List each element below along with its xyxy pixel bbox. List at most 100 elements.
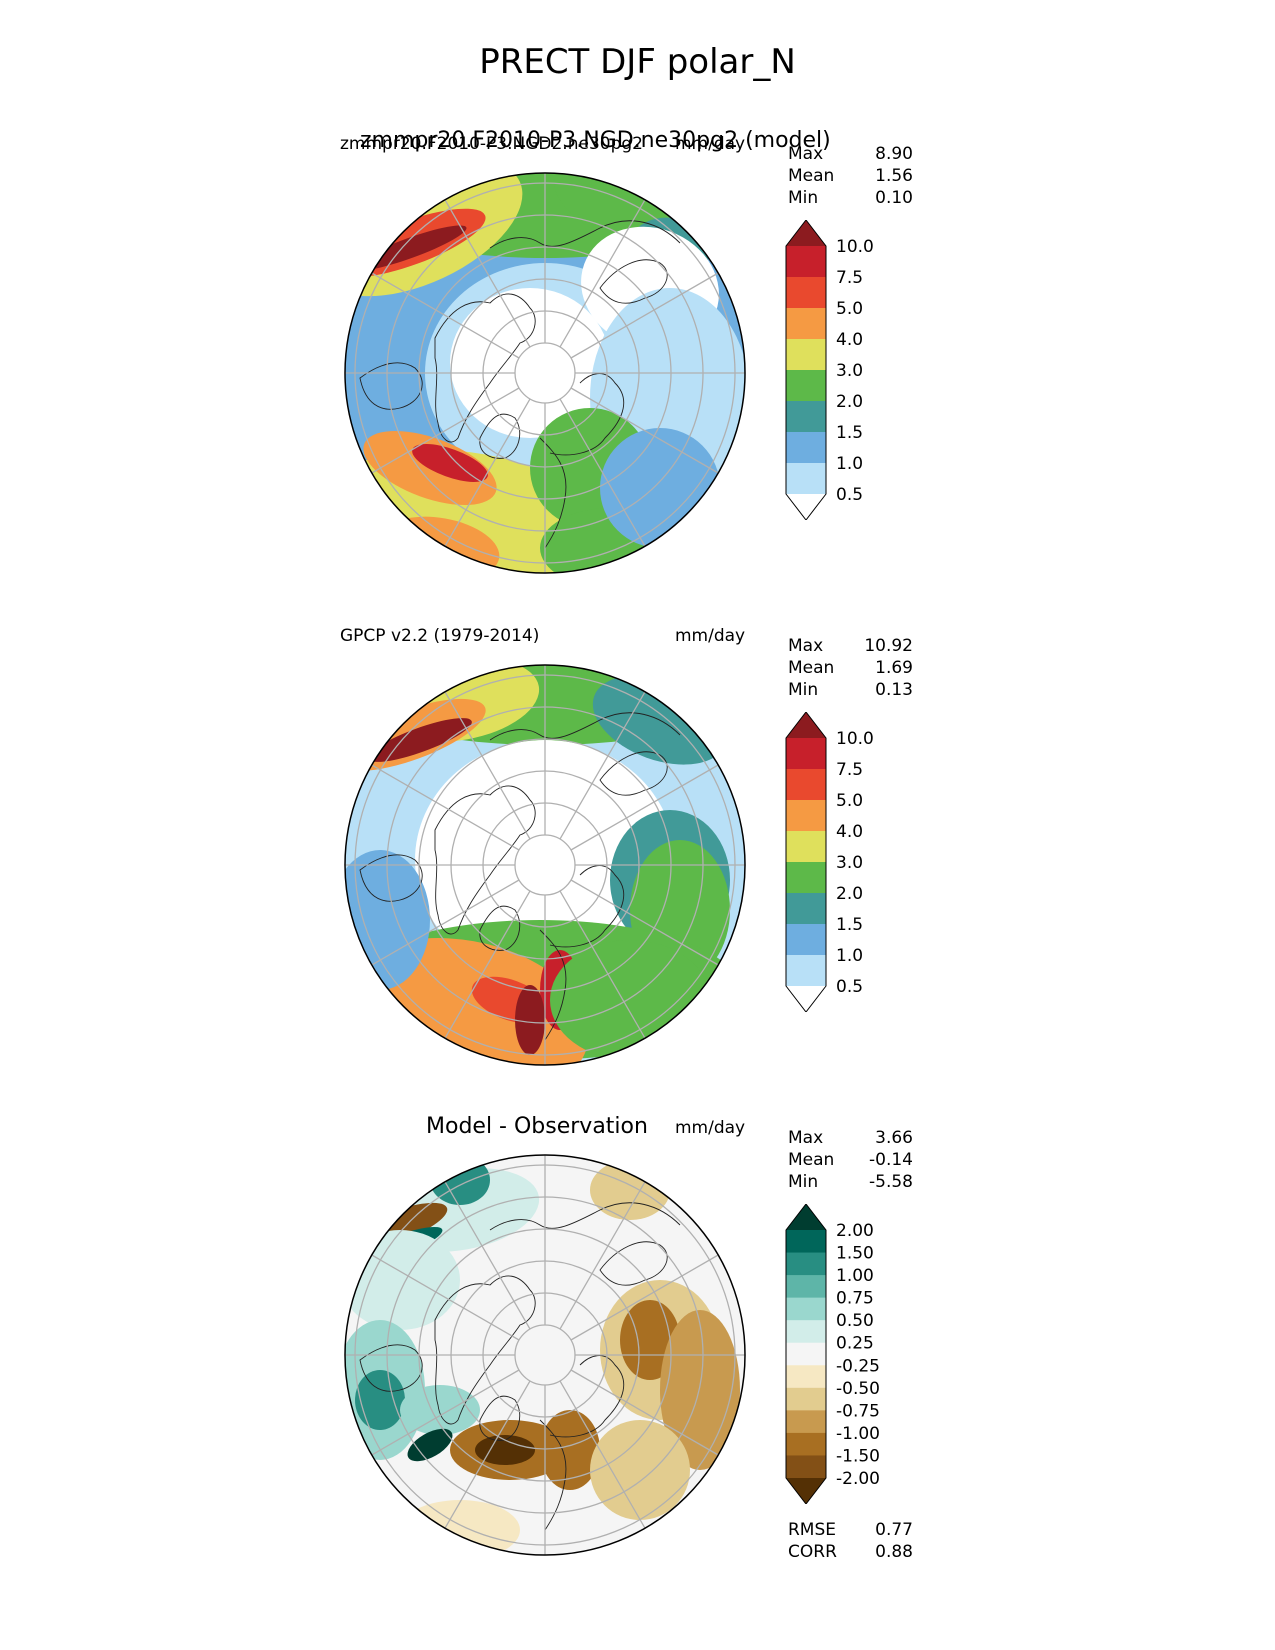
colorbar-segment (786, 1230, 826, 1254)
colorbar-tick-label: 3.0 (836, 853, 863, 873)
colorbar-bottom-extension (786, 494, 826, 520)
colorbar-segment (786, 1342, 826, 1366)
panel2-max-value: 10.92 (864, 636, 913, 656)
panel2-max-label: Max (788, 636, 824, 656)
panel1-units: mm/day (675, 134, 746, 154)
colorbar-segment (786, 1320, 826, 1344)
panel2-colorbar: 10.0 7.5 5.0 4.0 3.0 2.0 1.5 1.0 0.5 (785, 712, 874, 1012)
panel2-min-value: 0.13 (875, 680, 913, 700)
colorbar-outline (785, 712, 827, 1012)
panel1-mean-value: 1.56 (875, 166, 913, 186)
panel3-polar-map (344, 1154, 746, 1556)
field-region (475, 1435, 535, 1465)
colorbar-segment (786, 463, 826, 495)
colorbar-segment (786, 308, 826, 340)
graticule (345, 173, 745, 573)
panel2-units: mm/day (675, 626, 746, 646)
map-boundary (344, 1154, 746, 1556)
colorbar-segment (786, 1432, 826, 1456)
field-region (415, 740, 675, 980)
panel3-corr-label: CORR (788, 1542, 837, 1562)
colorbar-bottom-extension (786, 1478, 826, 1504)
colorbar-segment (786, 277, 826, 309)
colorbar-tick-label: 2.0 (836, 392, 863, 412)
panel1-mean-label: Mean (788, 166, 835, 186)
panel3-title: Model - Observation (426, 1114, 648, 1139)
coastlines (359, 712, 681, 1041)
colorbar-segment (786, 246, 826, 278)
panel2-left-label: GPCP v2.2 (1979-2014) (340, 626, 540, 646)
panel3-max-label: Max (788, 1128, 824, 1148)
colorbar-segment (786, 370, 826, 402)
coastlines (359, 1202, 681, 1531)
colorbar-tick-label: 4.0 (836, 330, 863, 350)
colorbar-tick-label: 7.5 (836, 268, 863, 288)
colorbar-segment (786, 800, 826, 832)
colorbar-tick-label: 0.75 (836, 1289, 874, 1309)
figure-title: PRECT DJF polar_N (479, 42, 796, 82)
field-region (450, 288, 610, 438)
panel3-max-value: 3.66 (875, 1128, 913, 1148)
colorbar-tick-label: -0.25 (836, 1356, 880, 1376)
panel1-max-value: 8.90 (875, 144, 913, 164)
colorbar-segment (786, 432, 826, 464)
panel3-colorbar: 2.00 1.501.00 0.750.50 0.25-0.25 -0.50-0.75 -… (785, 1204, 880, 1504)
panel3-min-value: -5.58 (869, 1172, 913, 1192)
field-region (600, 428, 720, 548)
field-region (345, 1230, 460, 1330)
panel1-max-label: Max (788, 144, 824, 164)
colorbar-segment (786, 738, 826, 770)
panel1-min-label: Min (788, 188, 819, 208)
colorbar-top-extension (786, 1204, 826, 1230)
colorbar-tick-label: -1.00 (836, 1424, 880, 1444)
field-region (353, 225, 467, 271)
panel2-polar-map (344, 664, 746, 1066)
panel3-min-label: Min (788, 1172, 819, 1192)
colorbar-outline (785, 220, 827, 520)
panel1-polar-map (344, 172, 746, 574)
panel1-min-value: 0.10 (875, 188, 913, 208)
colorbar-tick-label: 0.5 (836, 485, 863, 505)
colorbar-tick-label: 1.00 (836, 1266, 874, 1286)
colorbar-tick-label: 7.5 (836, 760, 863, 780)
colorbar-tick-label: 5.0 (836, 791, 863, 811)
colorbar-tick-label: 3.0 (836, 361, 863, 381)
colorbar-tick-label: 10.0 (836, 237, 874, 257)
panel2-mean-label: Mean (788, 658, 835, 678)
graticule (345, 1155, 745, 1555)
colorbar-segment (786, 831, 826, 863)
colorbar-top-extension (786, 712, 826, 738)
colorbar-segment (786, 1410, 826, 1434)
panel3-rmse-label: RMSE (788, 1520, 837, 1540)
colorbar-tick-label: 5.0 (836, 299, 863, 319)
colorbar-tick-label: 0.50 (836, 1311, 874, 1331)
colorbar-tick-label: 4.0 (836, 822, 863, 842)
colorbar-segment (786, 1387, 826, 1411)
colorbar-tick-label: 1.0 (836, 946, 863, 966)
panel1-left-label: zmmpr20.F2010-P3.NGD2.ne30pg2 (340, 134, 643, 154)
panel1-colorbar: 10.0 7.5 5.0 4.0 3.0 2.0 1.5 1.0 0.5 (785, 220, 874, 520)
colorbar-segment (786, 893, 826, 925)
field-region (412, 444, 488, 482)
panel3-units: mm/day (675, 1118, 746, 1138)
colorbar-segment (786, 955, 826, 987)
field-region (407, 1428, 453, 1462)
field-region (400, 1385, 480, 1435)
panel3-rmse-value: 0.77 (875, 1520, 913, 1540)
colorbar-tick-label: -0.75 (836, 1401, 880, 1421)
colorbar-segment (786, 862, 826, 894)
colorbar-segment (786, 924, 826, 956)
colorbar-tick-label: 2.0 (836, 884, 863, 904)
colorbar-tick-label: 0.5 (836, 977, 863, 997)
field-region (368, 718, 472, 762)
colorbar-tick-label: 1.50 (836, 1244, 874, 1264)
map-boundary (344, 664, 746, 1066)
panel3-mean-value: -0.14 (869, 1150, 913, 1170)
colorbar-tick-label: -0.50 (836, 1379, 880, 1399)
colorbar-segment (786, 1275, 826, 1299)
colorbar-tick-label: -1.50 (836, 1446, 880, 1466)
field-region (590, 1420, 690, 1520)
colorbar-top-extension (786, 220, 826, 246)
colorbar-tick-label: 1.0 (836, 454, 863, 474)
colorbar-tick-label: 1.5 (836, 423, 863, 443)
